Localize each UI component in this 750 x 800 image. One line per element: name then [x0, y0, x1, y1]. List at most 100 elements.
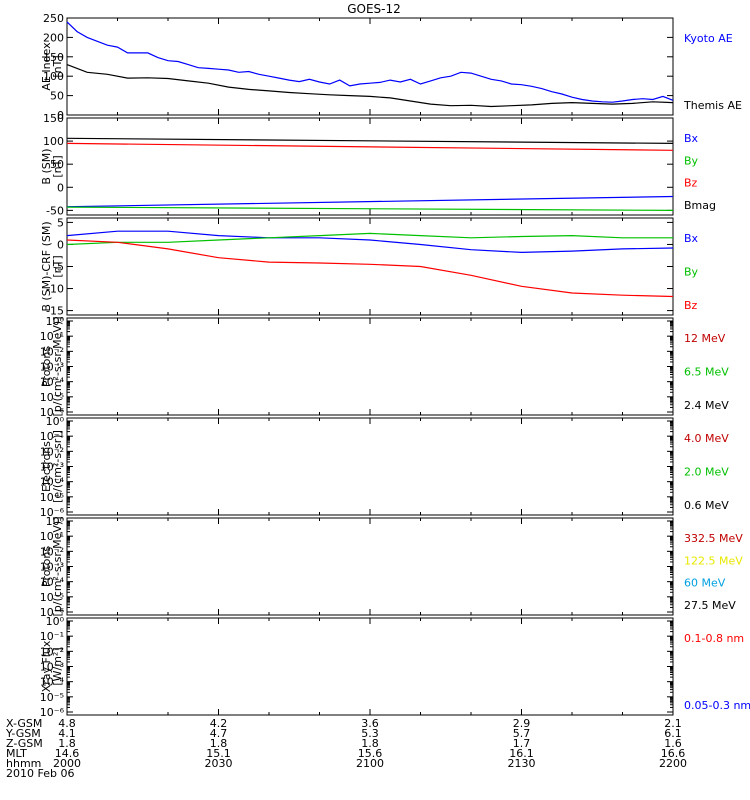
series-line	[66, 230, 674, 254]
footer-value: 15.6	[358, 747, 383, 760]
y-tick-label: 0	[57, 238, 64, 251]
y-tick-label: 10⁻³	[40, 361, 64, 374]
y-tick-label: 150	[43, 51, 64, 64]
y-tick-label: 10⁻³	[40, 661, 64, 674]
y-axis-label: B (SM)	[40, 148, 53, 184]
panel-protons1: 10⁰ 10⁻¹ 10⁻² 10⁻³ 10⁻⁴ 10⁻⁵ 10⁻⁶ Protons[p/(cm…	[40, 315, 729, 419]
footer-value: 4.7	[210, 727, 228, 740]
y-axis-label: Xray Flux	[40, 640, 53, 692]
panel-frame	[66, 417, 674, 516]
y-tick-label: 10⁻¹	[40, 430, 64, 443]
series-line	[66, 232, 673, 246]
footer-row-label: 2010 Feb 06	[6, 767, 74, 780]
y-tick-label: 150	[43, 112, 64, 125]
footer-value: 14.6	[55, 747, 80, 760]
y-axis-label: Electrons	[40, 441, 53, 492]
footer-value: 1.8	[361, 737, 379, 750]
footer-value: 3.6	[361, 717, 379, 730]
y-tick-label: 10⁻⁶	[40, 506, 65, 519]
footer-value: 16.1	[509, 747, 534, 760]
y-tick-label: 10⁻⁶	[40, 406, 65, 419]
y-tick-label: 10⁰	[46, 515, 65, 528]
footer-value: 16.6	[661, 747, 686, 760]
y-tick-label: 10⁻⁵	[40, 691, 64, 704]
y-tick-label: 10⁻²	[40, 645, 64, 658]
legend-label: 0.1-0.8 nm	[684, 632, 744, 645]
y-tick-label: 10⁻²	[40, 445, 64, 458]
y-tick-label: 10⁻⁴	[40, 576, 65, 589]
footer-value: 4.8	[58, 717, 76, 730]
series-line	[66, 195, 674, 208]
footer-value: 5.3	[361, 727, 379, 740]
footer-value: 2100	[356, 757, 384, 770]
y-tick-label: 100	[43, 70, 64, 83]
panel-frame	[66, 217, 674, 316]
legend-label: 332.5 MeV	[684, 532, 743, 545]
y-tick-label: 10⁻⁵	[40, 591, 64, 604]
panel-ae: 250 200 150 100 50 0 AE Index[nT] Kyoto AE Themi…	[40, 12, 742, 122]
legend-label: 6.5 MeV	[684, 366, 729, 379]
footer-value: 2000	[53, 757, 81, 770]
panel-b: 150 100 50 0 -50 B (SM)[nT] Bx By Bz Bmag	[40, 112, 716, 217]
y-tick-label: -5	[53, 261, 64, 274]
panel-frame	[66, 617, 674, 716]
footer-value: 4.2	[210, 717, 228, 730]
y-axis-label: [W/m²]	[51, 647, 64, 685]
y-axis-label: [nT]	[51, 255, 64, 277]
series-line	[66, 206, 674, 211]
y-axis-label: Protons	[40, 346, 53, 387]
footer-value: 5.7	[513, 727, 531, 740]
footer-value: 1.8	[58, 737, 76, 750]
legend-label: Themis AE	[683, 99, 742, 112]
y-tick-label: -50	[46, 204, 64, 217]
legend-label: By	[684, 154, 699, 167]
y-axis-label: Protons	[40, 546, 53, 587]
y-tick-label: 10⁰	[46, 615, 65, 628]
y-axis-label: [p/(cm²-s-sr-MeV)]	[51, 317, 64, 417]
footer-value: 2030	[205, 757, 233, 770]
legend-label: By	[684, 266, 699, 279]
legend-label: 0.6 MeV	[684, 499, 729, 512]
footer-value: 1.7	[513, 737, 531, 750]
y-tick-label: 10⁻⁴	[40, 676, 65, 689]
legend-label: 122.5 MeV	[684, 554, 743, 567]
y-tick-label: 50	[50, 158, 64, 171]
legend-label: Bz	[684, 177, 698, 190]
y-tick-label: 10⁻⁶	[40, 606, 65, 619]
y-tick-label: 10⁻²	[40, 545, 64, 558]
y-tick-label: -15	[46, 305, 64, 318]
legend-label: 27.5 MeV	[684, 599, 736, 612]
legend-label: 60 MeV	[684, 577, 726, 590]
series-line	[66, 142, 674, 151]
legend-label: Bmag	[684, 199, 716, 212]
legend-label: 12 MeV	[684, 332, 726, 345]
legend-label: 2.4 MeV	[684, 399, 729, 412]
y-tick-label: 10⁻¹	[40, 630, 64, 643]
legend-label: 2.0 MeV	[684, 466, 729, 479]
y-tick-label: 10⁻⁶	[40, 706, 65, 719]
panel-frame	[66, 117, 674, 216]
y-tick-label: 10⁻⁴	[40, 376, 65, 389]
footer-row-label: X-GSM	[6, 717, 42, 730]
y-tick-label: 250	[43, 12, 64, 25]
series-line	[66, 64, 674, 108]
legend-label: 4.0 MeV	[684, 432, 729, 445]
legend-label: Bx	[684, 232, 699, 245]
y-tick-label: 10⁻⁵	[40, 391, 64, 404]
y-tick-label: 10⁰	[46, 415, 65, 428]
panel-frame	[66, 517, 674, 616]
y-axis-label: B (SM)-CRF (SM)	[40, 221, 53, 311]
panel-protons2: 10⁰ 10⁻¹ 10⁻² 10⁻³ 10⁻⁴ 10⁻⁵ 10⁻⁶ Protons[p/(cm…	[40, 515, 743, 619]
legend-label: Kyoto AE	[684, 32, 733, 45]
y-tick-label: 10⁻³	[40, 461, 64, 474]
y-tick-label: 100	[43, 135, 64, 148]
y-axis-label: [p/(cm²-s-sr-MeV)]	[51, 517, 64, 617]
y-axis-label: [e/(cm²-s-sr)]	[51, 430, 64, 503]
y-axis-label: AE Index	[40, 42, 53, 91]
footer-value: 1.6	[664, 737, 682, 750]
panel-frame	[66, 317, 674, 416]
legend-label: 0.05-0.3 nm	[684, 699, 750, 712]
y-tick-label: 10⁻¹	[40, 330, 64, 343]
panel-frame	[66, 17, 674, 116]
